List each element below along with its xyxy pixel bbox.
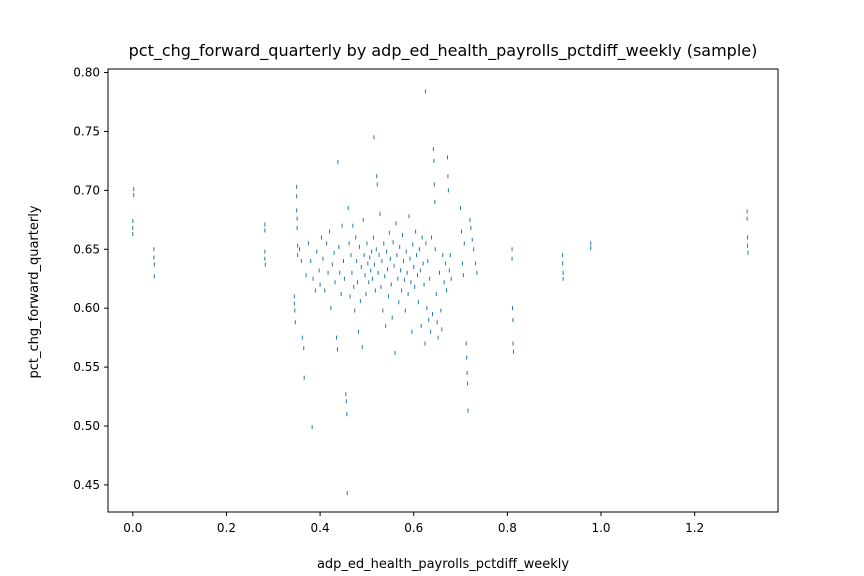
x-axis-label: adp_ed_health_payrolls_pctdiff_weekly — [317, 557, 569, 572]
x-tick-label: 0.2 — [217, 521, 236, 535]
x-tick-label: 0.8 — [498, 521, 517, 535]
y-axis: 0.45 0.50 0.55 0.60 0.65 0.70 0.75 0.80 — [73, 66, 108, 492]
y-tick-label: 0.60 — [73, 301, 100, 315]
axes-frame — [107, 68, 779, 513]
chart-title: pct_chg_forward_quarterly by adp_ed_heal… — [129, 41, 758, 61]
y-tick-label: 0.45 — [73, 478, 100, 492]
y-tick-label: 0.80 — [73, 66, 100, 80]
x-tick-label: 1.0 — [591, 521, 610, 535]
y-tick-label: 0.70 — [73, 183, 100, 197]
x-tick-label: 0.4 — [311, 521, 330, 535]
x-tick-label: 0.0 — [123, 521, 142, 535]
y-tick-label: 0.75 — [73, 124, 100, 138]
x-tick-label: 0.6 — [404, 521, 423, 535]
y-tick-label: 0.55 — [73, 360, 100, 374]
y-axis-label: pct_chg_forward_quarterly — [27, 205, 42, 378]
y-tick-label: 0.65 — [73, 242, 100, 256]
points-layer — [132, 89, 749, 496]
y-tick-label: 0.50 — [73, 419, 100, 433]
x-axis: 0.0 0.2 0.4 0.6 0.8 1.0 1.2 — [123, 512, 704, 535]
x-tick-label: 1.2 — [685, 521, 704, 535]
